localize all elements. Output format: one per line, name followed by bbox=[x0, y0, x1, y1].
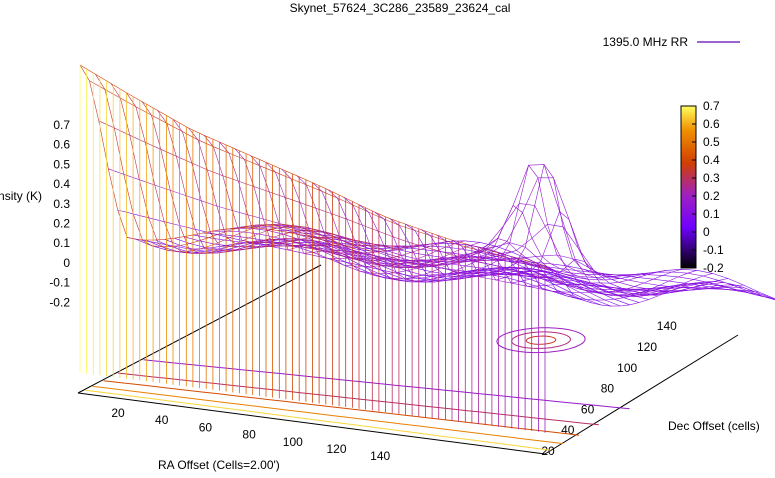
x-tick-label: 100 bbox=[283, 435, 303, 449]
surface-line bbox=[234, 148, 481, 269]
surface-line bbox=[219, 141, 465, 266]
z-tick-label: 0.1 bbox=[53, 236, 70, 250]
x-tick-label: 40 bbox=[155, 413, 169, 427]
z-tick-label: 0.3 bbox=[53, 197, 70, 211]
surface-line bbox=[529, 261, 775, 301]
legend-label: 1395.0 MHz RR bbox=[603, 35, 689, 49]
surface-line bbox=[327, 189, 574, 280]
surface-line bbox=[157, 110, 403, 251]
contour-line bbox=[92, 385, 564, 445]
surface-line bbox=[544, 265, 775, 307]
surface-line bbox=[126, 92, 372, 254]
x-tick-label: 80 bbox=[242, 428, 256, 442]
colorbar: 0.7 0.6 0.5 0.4 0.3 0.2 0.1 0 -0.1 -0.2 bbox=[680, 99, 724, 275]
colorbar-tick-label: 0.4 bbox=[703, 153, 720, 167]
surface-line bbox=[110, 83, 357, 252]
surface-line bbox=[98, 120, 564, 282]
x-ticks: 20 40 60 80 100 120 140 bbox=[111, 406, 390, 463]
y-axis-label: Dec Offset (cells) bbox=[668, 419, 760, 433]
contour-line bbox=[511, 331, 572, 349]
y-tick-label: 140 bbox=[657, 319, 677, 333]
legend: 1395.0 MHz RR bbox=[603, 35, 740, 49]
y-tick-label: 80 bbox=[601, 382, 615, 396]
colorbar-tick-label: 0.2 bbox=[703, 189, 720, 203]
surface-line bbox=[108, 168, 574, 296]
surface-line bbox=[203, 135, 450, 261]
colorbar-ticks: 0.7 0.6 0.5 0.4 0.3 0.2 0.1 0 -0.1 -0.2 bbox=[692, 99, 724, 275]
z-tick-label: 0.5 bbox=[53, 157, 70, 171]
surface-line bbox=[420, 229, 667, 286]
front-curtain bbox=[79, 65, 546, 433]
contour-line bbox=[103, 380, 580, 436]
surface-line bbox=[265, 162, 512, 266]
contour-line bbox=[525, 335, 557, 345]
surface-line bbox=[79, 64, 326, 241]
surface-line bbox=[436, 234, 682, 293]
surface-line bbox=[513, 256, 760, 293]
base-axes bbox=[77, 264, 739, 455]
colorbar-tick-label: 0.6 bbox=[703, 117, 720, 131]
z-tick-label: 0.6 bbox=[53, 138, 70, 152]
surface-line bbox=[95, 74, 341, 248]
z-tick-label: 0.7 bbox=[53, 118, 70, 132]
surface-line bbox=[451, 239, 698, 297]
colorbar-tick-label: 0 bbox=[703, 225, 710, 239]
surface-line bbox=[296, 175, 543, 267]
surface-line bbox=[498, 252, 744, 292]
colorbar-tick-label: 0.5 bbox=[703, 135, 720, 149]
z-tick-label: 0 bbox=[63, 256, 70, 270]
surface-line bbox=[467, 244, 713, 297]
z-tick-label: 0.2 bbox=[53, 217, 70, 231]
z-tick-label: 0.4 bbox=[53, 177, 70, 191]
colorbar-tick-label: -0.2 bbox=[703, 261, 724, 275]
colorbar-gradient bbox=[680, 105, 697, 269]
z-tick-label: -0.2 bbox=[49, 295, 70, 309]
surface-mesh bbox=[79, 64, 775, 307]
y-tick-label: 40 bbox=[561, 423, 575, 437]
x-tick-label: 60 bbox=[199, 420, 213, 434]
x-tick-label: 20 bbox=[111, 406, 125, 420]
y-tick-label: 100 bbox=[617, 361, 637, 375]
contour-line bbox=[85, 389, 551, 451]
contour-line bbox=[496, 327, 586, 354]
surface-line bbox=[405, 223, 651, 279]
surface-line bbox=[482, 248, 729, 296]
surface-line bbox=[312, 182, 558, 274]
x-tick-label: 120 bbox=[326, 442, 346, 456]
contour-line bbox=[143, 359, 630, 410]
y-tick-label: 20 bbox=[541, 444, 555, 458]
chart-title: Skynet_57624_3C286_23589_23624_cal bbox=[290, 1, 511, 15]
surface-line bbox=[250, 155, 496, 268]
colorbar-tick-label: 0.3 bbox=[703, 171, 720, 185]
colorbar-tick-label: 0.1 bbox=[703, 207, 720, 221]
z-tick-label: -0.1 bbox=[49, 276, 70, 290]
surface-line bbox=[240, 203, 706, 297]
z-axis-label: Intensity (K) bbox=[0, 189, 42, 203]
y-tick-label: 60 bbox=[581, 402, 595, 416]
z-ticks: 0.7 0.6 0.5 0.4 0.3 0.2 0.1 0 -0.1 -0.2 bbox=[49, 118, 70, 309]
y-tick-label: 120 bbox=[637, 340, 657, 354]
surface-line bbox=[374, 163, 620, 281]
colorbar-tick-label: -0.1 bbox=[703, 243, 724, 257]
colorbar-tick-label: 0.7 bbox=[703, 99, 720, 113]
surface-line bbox=[358, 164, 605, 283]
x-axis-label: RA Offset (Cells=2.00') bbox=[158, 458, 280, 472]
x-tick-label: 140 bbox=[370, 449, 390, 463]
surface-line bbox=[188, 127, 434, 254]
surface-line bbox=[343, 196, 589, 283]
